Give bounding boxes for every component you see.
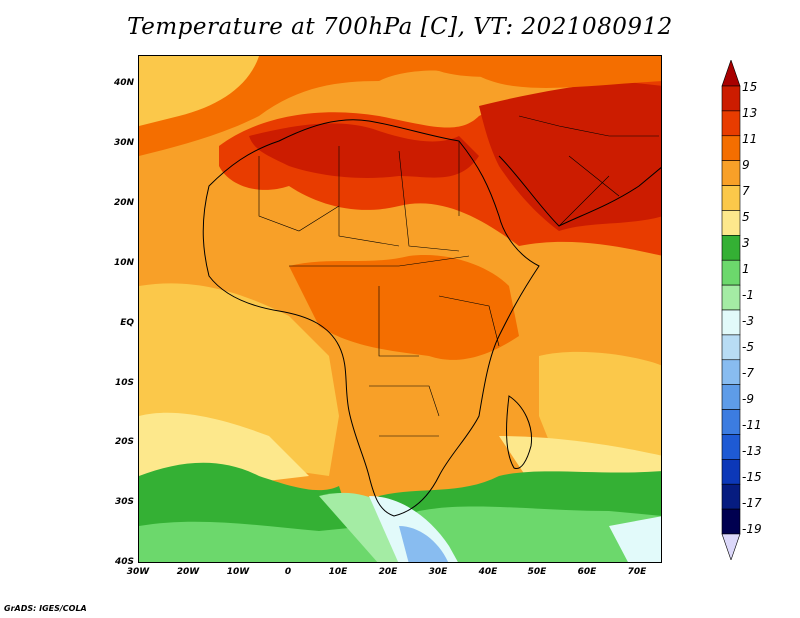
colorbar-segment [721,508,741,535]
colorbar-label: -9 [742,392,754,406]
colorbar-segment [721,210,741,236]
colorbar [721,60,741,560]
colorbar-segment [721,359,741,385]
lat-label: 10N [113,258,134,268]
colorbar-label: 7 [742,184,750,198]
lon-label: 0 [284,567,292,577]
colorbar-segment [721,235,741,261]
colorbar-segment [721,309,741,336]
colorbar-segment [721,160,741,186]
map-title: Temperature at 700hPa [C], VT: 202108091… [127,14,673,40]
temperature-map [138,55,662,563]
colorbar-segment [721,459,741,485]
colorbar-segment [721,533,741,560]
lat-label: 40N [113,78,134,88]
colorbar-segment [721,110,741,137]
colorbar-label: 5 [742,210,750,224]
lon-label: 70E [627,567,647,577]
lat-label: 20N [113,198,134,208]
lat-label: 40S [114,557,134,567]
lat-label: EQ [120,318,134,328]
colorbar-label: -15 [742,470,762,484]
colorbar-segment [721,284,741,311]
colorbar-segment [721,60,741,87]
colorbar-label: 3 [742,236,750,250]
lon-label: 20W [176,567,200,577]
colorbar-label: -13 [742,444,762,458]
colorbar-segment [721,259,741,286]
lon-label: 50E [527,567,547,577]
colorbar-segment [721,434,741,460]
colorbar-label: 15 [742,80,758,94]
lat-label: 30S [114,497,134,507]
colorbar-label: -17 [742,496,762,510]
colorbar-segment [721,384,741,410]
colorbar-segment [721,135,741,161]
lon-label: 10W [226,567,250,577]
colorbar-segment [721,334,741,361]
lat-label: 20S [114,437,134,447]
colorbar-label: -5 [742,340,754,354]
colorbar-label: 11 [742,132,758,146]
colorbar-segment [721,483,741,510]
lon-label: 20E [378,567,398,577]
colorbar-segment [721,185,741,211]
temperature-field [139,56,661,562]
lat-label: 30N [113,138,134,148]
colorbar-label: -3 [742,314,754,328]
colorbar-label: -19 [742,522,762,536]
lon-label: 30W [126,567,150,577]
colorbar-label: 9 [742,158,750,172]
colorbar-label: -1 [742,288,754,302]
colorbar-label: -11 [742,418,762,432]
lon-label: 30E [428,567,448,577]
lon-label: 10E [328,567,348,577]
lon-label: 40E [478,567,498,577]
colorbar-label: 1 [742,262,750,276]
credit-text: GrADS: IGES/COLA [4,604,87,613]
colorbar-segment [721,409,741,435]
lon-label: 60E [577,567,597,577]
colorbar-label: 13 [742,106,758,120]
lat-label: 10S [114,378,134,388]
colorbar-label: -7 [742,366,754,380]
colorbar-segment [721,85,741,112]
